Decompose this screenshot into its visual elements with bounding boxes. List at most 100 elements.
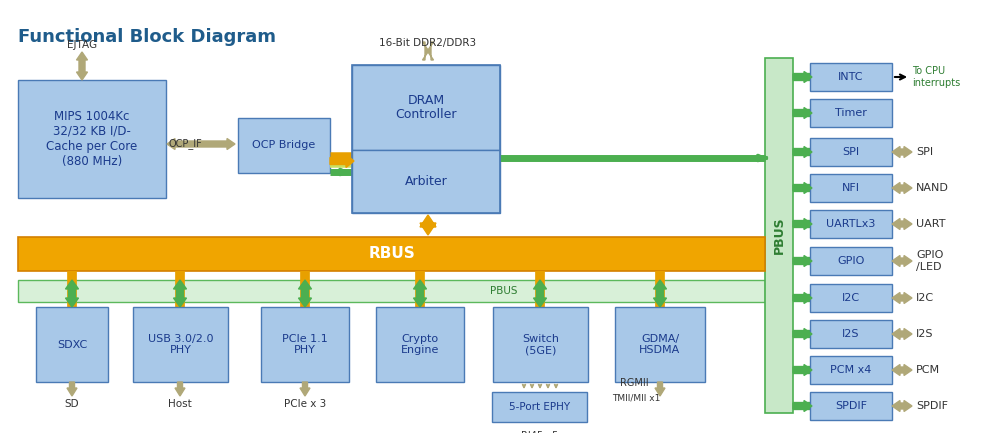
Text: SPDIF: SPDIF xyxy=(916,401,948,411)
Polygon shape xyxy=(793,401,812,411)
Text: USB 3.0/2.0
PHY: USB 3.0/2.0 PHY xyxy=(148,334,213,355)
Polygon shape xyxy=(330,155,354,168)
FancyBboxPatch shape xyxy=(810,247,892,275)
Polygon shape xyxy=(534,280,546,307)
Polygon shape xyxy=(892,401,912,411)
Text: PCM x4: PCM x4 xyxy=(830,365,872,375)
FancyBboxPatch shape xyxy=(810,392,892,420)
FancyBboxPatch shape xyxy=(493,307,588,382)
Text: TMII/MII x1: TMII/MII x1 xyxy=(612,394,660,403)
Text: SPDIF: SPDIF xyxy=(835,401,867,411)
Text: UART: UART xyxy=(916,219,946,229)
Text: EJTAG: EJTAG xyxy=(67,40,97,50)
Polygon shape xyxy=(892,146,912,158)
FancyBboxPatch shape xyxy=(492,392,587,422)
Polygon shape xyxy=(793,182,812,194)
Text: I2C: I2C xyxy=(842,293,860,303)
FancyBboxPatch shape xyxy=(36,307,108,382)
Polygon shape xyxy=(793,329,812,339)
Polygon shape xyxy=(892,255,912,266)
Text: PCIe 1.1
PHY: PCIe 1.1 PHY xyxy=(282,334,328,355)
Text: Timer: Timer xyxy=(835,108,867,118)
Text: MIPS 1004Kc
32/32 KB I/D-
Cache per Core
(880 MHz): MIPS 1004Kc 32/32 KB I/D- Cache per Core… xyxy=(46,110,138,168)
Text: To CPU
interrupts: To CPU interrupts xyxy=(912,66,960,88)
Text: PCIe x 3: PCIe x 3 xyxy=(284,399,326,409)
FancyBboxPatch shape xyxy=(810,284,892,312)
Text: RBUS: RBUS xyxy=(368,246,415,262)
Polygon shape xyxy=(655,382,665,396)
FancyBboxPatch shape xyxy=(810,356,892,384)
Text: OCP_IF: OCP_IF xyxy=(168,139,202,149)
Text: UARTLx3: UARTLx3 xyxy=(826,219,876,229)
Text: SDXC: SDXC xyxy=(57,339,87,349)
FancyBboxPatch shape xyxy=(261,307,349,382)
Text: Switch
(5GE): Switch (5GE) xyxy=(522,334,559,355)
FancyBboxPatch shape xyxy=(376,307,464,382)
Text: I2S: I2S xyxy=(916,329,934,339)
Polygon shape xyxy=(66,280,78,307)
Text: DRAM
Controller: DRAM Controller xyxy=(395,94,457,122)
Text: Host: Host xyxy=(168,399,192,409)
Polygon shape xyxy=(793,146,812,158)
Text: GPIO: GPIO xyxy=(837,256,865,266)
Text: RGMII: RGMII xyxy=(620,378,649,388)
Polygon shape xyxy=(793,365,812,375)
Text: PBUS: PBUS xyxy=(772,216,786,254)
Text: GPIO
/LED: GPIO /LED xyxy=(916,250,943,272)
Polygon shape xyxy=(414,280,426,307)
Text: SD: SD xyxy=(65,399,79,409)
Polygon shape xyxy=(300,382,310,396)
FancyBboxPatch shape xyxy=(810,320,892,348)
Text: 16-Bit DDR2/DDR3: 16-Bit DDR2/DDR3 xyxy=(379,38,477,48)
Text: NFI: NFI xyxy=(842,183,860,193)
Text: SPI: SPI xyxy=(842,147,860,157)
Text: PCM: PCM xyxy=(916,365,940,375)
Text: I2C: I2C xyxy=(916,293,934,303)
Text: SPI: SPI xyxy=(916,147,933,157)
Text: Arbiter: Arbiter xyxy=(405,175,447,188)
Text: INTC: INTC xyxy=(838,72,864,82)
FancyBboxPatch shape xyxy=(810,99,892,127)
FancyBboxPatch shape xyxy=(810,174,892,202)
Polygon shape xyxy=(174,280,186,307)
Text: NAND: NAND xyxy=(916,183,949,193)
FancyBboxPatch shape xyxy=(238,118,330,173)
FancyBboxPatch shape xyxy=(18,237,765,271)
FancyBboxPatch shape xyxy=(352,150,500,213)
Polygon shape xyxy=(793,293,812,304)
Polygon shape xyxy=(167,139,235,149)
Polygon shape xyxy=(793,107,812,119)
Text: Crypto
Engine: Crypto Engine xyxy=(401,334,439,355)
Polygon shape xyxy=(793,219,812,229)
Polygon shape xyxy=(175,382,185,396)
Polygon shape xyxy=(892,365,912,375)
FancyBboxPatch shape xyxy=(352,65,500,150)
Text: RJ45 x5: RJ45 x5 xyxy=(521,431,558,433)
FancyBboxPatch shape xyxy=(18,80,166,198)
FancyBboxPatch shape xyxy=(765,58,793,413)
Text: PBUS: PBUS xyxy=(490,286,517,296)
Polygon shape xyxy=(298,280,312,307)
Text: I2S: I2S xyxy=(842,329,860,339)
Bar xyxy=(352,65,500,213)
Text: OCP Bridge: OCP Bridge xyxy=(252,140,316,151)
Polygon shape xyxy=(76,52,88,80)
Text: Functional Block Diagram: Functional Block Diagram xyxy=(18,28,276,46)
FancyBboxPatch shape xyxy=(133,307,228,382)
Polygon shape xyxy=(892,329,912,339)
Text: 5-Port EPHY: 5-Port EPHY xyxy=(509,402,570,412)
FancyBboxPatch shape xyxy=(810,138,892,166)
Polygon shape xyxy=(67,382,77,396)
Polygon shape xyxy=(892,182,912,194)
FancyBboxPatch shape xyxy=(18,280,765,302)
FancyBboxPatch shape xyxy=(615,307,705,382)
Polygon shape xyxy=(422,42,434,60)
Text: GDMA/
HSDMA: GDMA/ HSDMA xyxy=(639,334,681,355)
Polygon shape xyxy=(892,293,912,304)
Polygon shape xyxy=(793,71,812,83)
FancyBboxPatch shape xyxy=(810,63,892,91)
FancyBboxPatch shape xyxy=(810,210,892,238)
Polygon shape xyxy=(892,219,912,229)
Polygon shape xyxy=(654,280,666,307)
Polygon shape xyxy=(420,215,436,235)
